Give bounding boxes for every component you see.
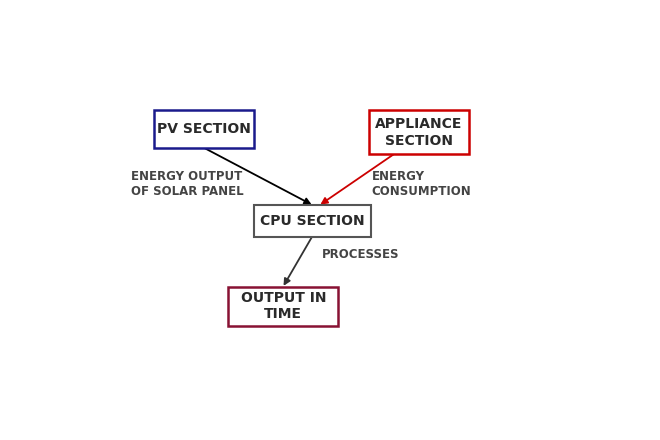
FancyBboxPatch shape bbox=[154, 110, 254, 148]
Text: ENERGY OUTPUT
OF SOLAR PANEL: ENERGY OUTPUT OF SOLAR PANEL bbox=[131, 170, 244, 198]
Text: PV SECTION: PV SECTION bbox=[157, 122, 251, 136]
Text: APPLIANCE
SECTION: APPLIANCE SECTION bbox=[375, 117, 463, 147]
FancyBboxPatch shape bbox=[228, 286, 338, 326]
Text: OUTPUT IN
TIME: OUTPUT IN TIME bbox=[240, 291, 326, 321]
Text: PROCESSES: PROCESSES bbox=[322, 248, 399, 261]
FancyBboxPatch shape bbox=[254, 205, 372, 238]
Text: CPU SECTION: CPU SECTION bbox=[260, 214, 365, 228]
FancyBboxPatch shape bbox=[369, 110, 469, 154]
Text: ENERGY
CONSUMPTION: ENERGY CONSUMPTION bbox=[372, 170, 471, 198]
